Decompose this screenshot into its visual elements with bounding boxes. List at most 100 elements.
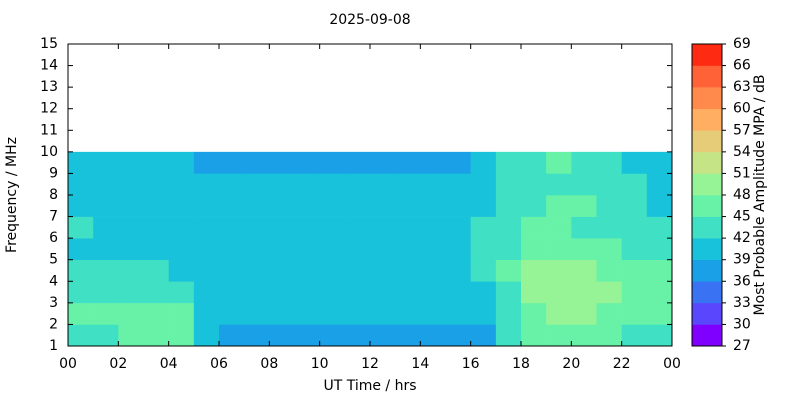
heatmap-cell <box>294 173 320 196</box>
heatmap-cell <box>269 216 295 239</box>
heatmap-cell <box>445 302 471 325</box>
y-tick-label: 9 <box>49 165 58 181</box>
heatmap-cell <box>93 302 119 325</box>
heatmap-cell <box>445 216 471 239</box>
heatmap-cell <box>68 259 94 282</box>
heatmap-cell <box>521 302 547 325</box>
heatmap-cell <box>319 302 346 325</box>
heatmap-cell <box>193 173 220 196</box>
heatmap-cell <box>118 238 144 261</box>
heatmap-cell <box>621 324 648 347</box>
heatmap-cell <box>344 281 371 304</box>
colorbar-segment <box>692 216 722 239</box>
heatmap-cell <box>521 151 547 174</box>
heatmap-cell <box>68 238 94 261</box>
heatmap-cell <box>143 259 169 282</box>
heatmap-cell <box>168 259 195 282</box>
colorbar-tick-label: 63 <box>733 79 751 95</box>
heatmap-cell <box>344 195 371 217</box>
heatmap-cell <box>646 238 673 261</box>
heatmap-cell <box>118 173 144 196</box>
heatmap-cell <box>370 173 396 196</box>
y-axis-label: Frequency / MHz <box>4 137 20 253</box>
heatmap-cell <box>344 216 371 239</box>
colorbar-tick-label: 27 <box>733 338 751 354</box>
heatmap-cell <box>470 173 497 196</box>
y-tick-label: 11 <box>40 122 58 138</box>
heatmap-cell <box>93 173 119 196</box>
heatmap-cell <box>596 324 622 347</box>
heatmap-cell <box>395 195 421 217</box>
heatmap-cell <box>495 281 522 304</box>
heatmap-cell <box>571 195 597 217</box>
heatmap-cell <box>420 324 446 347</box>
heatmap-cell <box>596 216 622 239</box>
heatmap-cell <box>621 281 648 304</box>
heatmap-cell <box>420 195 446 217</box>
heatmap-cell <box>118 216 144 239</box>
heatmap-cell <box>269 302 295 325</box>
x-tick-label: 06 <box>210 356 228 372</box>
heatmap-cell <box>370 195 396 217</box>
heatmap-cell <box>470 302 497 325</box>
heatmap-cell <box>370 302 396 325</box>
heatmap-cell <box>646 302 673 325</box>
heatmap-cell <box>168 195 195 217</box>
heatmap-cell <box>118 259 144 282</box>
heatmap-cell <box>646 151 673 174</box>
heatmap-cell <box>143 195 169 217</box>
heatmap-cell <box>470 216 497 239</box>
heatmap-cell <box>93 195 119 217</box>
heatmap-cell <box>269 238 295 261</box>
heatmap-cell <box>571 151 597 174</box>
heatmap-cell <box>68 324 94 347</box>
heatmap-cell <box>621 173 648 196</box>
heatmap-cell <box>546 195 572 217</box>
heatmap-cell <box>219 216 245 239</box>
heatmap-cell <box>344 302 371 325</box>
heatmap-cell <box>269 281 295 304</box>
colorbar-tick-label: 33 <box>733 295 751 311</box>
heatmap-cell <box>495 259 522 282</box>
heatmap-cell <box>294 195 320 217</box>
colorbar-tick-label: 45 <box>733 209 751 225</box>
heatmap-cell <box>344 259 371 282</box>
colorbar-segment <box>692 87 722 110</box>
heatmap-cell <box>546 173 572 196</box>
heatmap-cell <box>395 259 421 282</box>
heatmap-cell <box>420 259 446 282</box>
heatmap-cell <box>370 216 396 239</box>
heatmap-cell <box>294 281 320 304</box>
heatmap-cell <box>269 173 295 196</box>
colorbar-segment <box>692 44 722 66</box>
heatmap-cell <box>344 151 371 174</box>
heatmap-cell <box>68 216 94 239</box>
heatmap-cell <box>470 324 497 347</box>
y-tick-label: 15 <box>40 36 58 52</box>
heatmap-cell <box>143 281 169 304</box>
heatmap-cell <box>168 281 195 304</box>
colorbar-segment <box>692 173 722 196</box>
heatmap-cell <box>621 259 648 282</box>
heatmap-cell <box>143 324 169 347</box>
heatmap-cell <box>495 324 522 347</box>
y-tick-label: 14 <box>40 58 58 74</box>
heatmap-cell <box>395 173 421 196</box>
heatmap-cell <box>521 238 547 261</box>
heatmap-cell <box>395 238 421 261</box>
heatmap-cell <box>395 151 421 174</box>
y-tick-label: 6 <box>49 230 58 246</box>
colorbar-segment <box>692 130 722 153</box>
heatmap-cell <box>193 216 220 239</box>
colorbar-segment <box>692 324 722 347</box>
y-tick-label: 7 <box>49 209 58 225</box>
heatmap-cell <box>420 151 446 174</box>
heatmap-cell <box>294 151 320 174</box>
heatmap-cell <box>495 216 522 239</box>
heatmap-cell <box>168 216 195 239</box>
colorbar-segment <box>692 151 722 174</box>
heatmap-cell <box>244 238 270 261</box>
heatmap-cell <box>168 151 195 174</box>
heatmap-cell <box>445 151 471 174</box>
heatmap-cell <box>370 324 396 347</box>
